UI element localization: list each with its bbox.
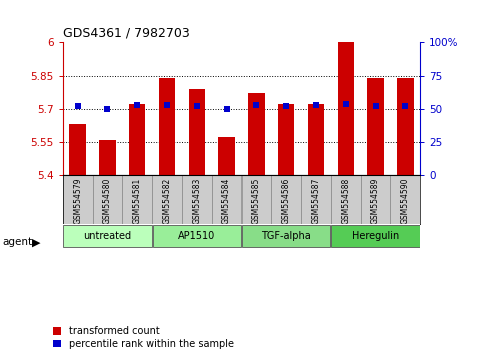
Point (104, 106, 112, 112)
Bar (63, 175, 93, 224)
Bar (248, 93, 265, 175)
Text: GSM554585: GSM554585 (252, 178, 261, 224)
Text: GSM554581: GSM554581 (133, 178, 142, 224)
Bar (361, 175, 390, 224)
Point (342, 101, 350, 107)
Bar (331, 225, 420, 247)
Text: GSM554584: GSM554584 (222, 178, 231, 224)
Point (74, 103, 82, 109)
Bar (129, 104, 145, 175)
Point (401, 103, 409, 109)
Bar (99, 140, 115, 175)
Bar (152, 175, 182, 224)
Text: AP1510: AP1510 (178, 231, 215, 241)
Point (282, 103, 290, 109)
Bar (122, 175, 152, 224)
Text: GDS4361 / 7982703: GDS4361 / 7982703 (63, 27, 189, 40)
Bar (182, 175, 212, 224)
Point (312, 102, 320, 108)
Text: GSM554586: GSM554586 (282, 178, 291, 224)
Point (193, 103, 201, 109)
Bar (93, 175, 122, 224)
Bar (153, 225, 241, 247)
Text: GSM554583: GSM554583 (192, 178, 201, 224)
Text: GSM554582: GSM554582 (163, 178, 171, 224)
Text: untreated: untreated (84, 231, 131, 241)
Bar (63, 225, 152, 247)
Text: GSM554587: GSM554587 (312, 178, 320, 224)
Bar (242, 175, 271, 224)
Bar (397, 78, 413, 175)
Text: agent: agent (2, 238, 32, 247)
Bar (189, 89, 205, 175)
Bar (390, 175, 420, 224)
Text: ▶: ▶ (32, 238, 41, 247)
Bar (70, 124, 86, 175)
Point (372, 103, 380, 109)
Text: GSM554580: GSM554580 (103, 178, 112, 224)
Bar (278, 104, 294, 175)
Text: GSM554588: GSM554588 (341, 178, 350, 224)
Bar (331, 175, 361, 224)
Legend: transformed count, percentile rank within the sample: transformed count, percentile rank withi… (53, 326, 234, 349)
Text: GSM554579: GSM554579 (73, 178, 82, 224)
Text: GSM554590: GSM554590 (401, 178, 410, 224)
Bar (159, 78, 175, 175)
Bar (301, 175, 331, 224)
Bar (368, 78, 384, 175)
Point (253, 102, 260, 108)
Bar (338, 42, 354, 175)
Point (133, 102, 141, 108)
Bar (242, 225, 330, 247)
Point (163, 102, 171, 108)
Text: GSM554589: GSM554589 (371, 178, 380, 224)
Bar (212, 175, 242, 224)
Bar (308, 104, 324, 175)
Point (223, 106, 230, 112)
Text: Heregulin: Heregulin (352, 231, 399, 241)
Bar (271, 175, 301, 224)
Bar (218, 137, 235, 175)
Text: TGF-alpha: TGF-alpha (261, 231, 311, 241)
